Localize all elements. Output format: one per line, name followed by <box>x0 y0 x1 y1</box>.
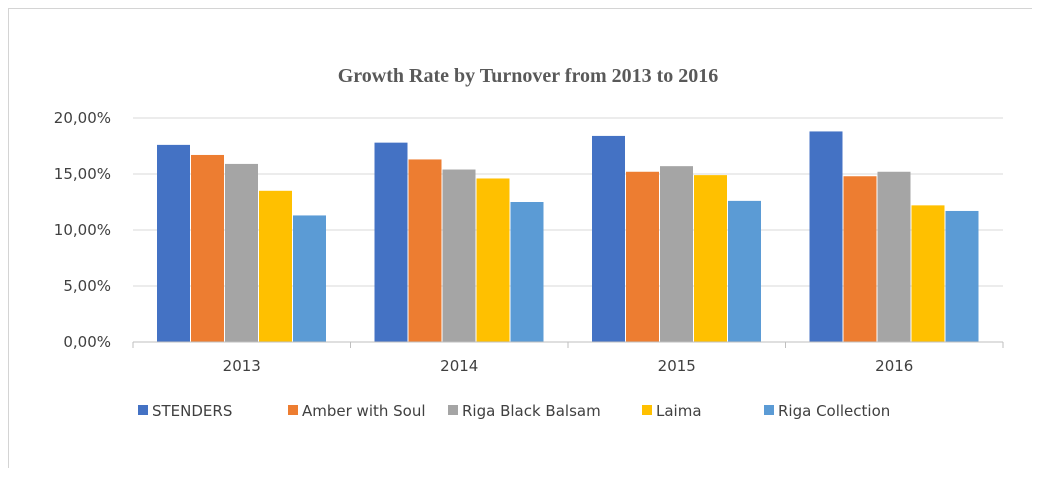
x-tick-label: 2013 <box>223 357 261 375</box>
bar-amber-with-soul-2013 <box>191 154 224 342</box>
bar-laima-2014 <box>476 178 510 342</box>
y-tick-label: 10,00% <box>54 221 111 239</box>
legend-swatch <box>642 405 652 415</box>
bar-laima-2016 <box>911 205 945 342</box>
x-tick-label: 2015 <box>658 357 696 375</box>
x-tick-label: 2014 <box>440 357 478 375</box>
bar-riga-black-balsam-2015 <box>660 166 693 342</box>
bar-riga-black-balsam-2016 <box>877 171 911 342</box>
y-axis-ticks: 0,00% 5,00% 10,00% 15,00% 20,00% <box>54 109 111 351</box>
bar-stenders-2015 <box>592 135 625 342</box>
bar-stenders-2014 <box>374 142 408 342</box>
bar-riga-black-balsam-2013 <box>225 163 258 342</box>
legend-label: Amber with Soul <box>302 402 426 420</box>
bar-laima-2013 <box>259 190 292 342</box>
legend-label: STENDERS <box>152 402 232 420</box>
bar-riga-collection-2016 <box>945 210 979 342</box>
legend-swatch <box>138 405 148 415</box>
bar-riga-collection-2013 <box>293 215 326 342</box>
legend-swatch <box>288 405 298 415</box>
legend-swatch <box>448 405 458 415</box>
bar-stenders-2013 <box>157 144 190 342</box>
bars <box>157 131 979 342</box>
legend: STENDERS Amber with Soul Riga Black Balsam… <box>138 402 890 420</box>
bar-amber-with-soul-2016 <box>843 176 877 342</box>
bar-amber-with-soul-2015 <box>626 171 659 342</box>
legend-label: Laima <box>656 402 702 420</box>
legend-label: Riga Collection <box>778 402 890 420</box>
chart-title: Growth Rate by Turnover from 2013 to 201… <box>338 65 719 87</box>
bar-riga-collection-2015 <box>728 200 761 342</box>
bar-stenders-2016 <box>809 131 843 342</box>
bar-amber-with-soul-2014 <box>408 159 442 342</box>
y-tick-label: 15,00% <box>54 165 111 183</box>
legend-label: Riga Black Balsam <box>462 402 601 420</box>
bar-riga-collection-2014 <box>510 202 544 342</box>
bar-laima-2015 <box>694 175 727 342</box>
chart-frame <box>8 8 1032 468</box>
bar-riga-black-balsam-2014 <box>442 169 476 342</box>
y-tick-label: 0,00% <box>63 333 111 351</box>
legend-swatch <box>764 405 774 415</box>
y-tick-label: 20,00% <box>54 109 111 127</box>
y-tick-label: 5,00% <box>63 277 111 295</box>
x-tick-label: 2016 <box>875 357 913 375</box>
x-axis: 2013 2014 2015 2016 <box>132 341 1004 375</box>
